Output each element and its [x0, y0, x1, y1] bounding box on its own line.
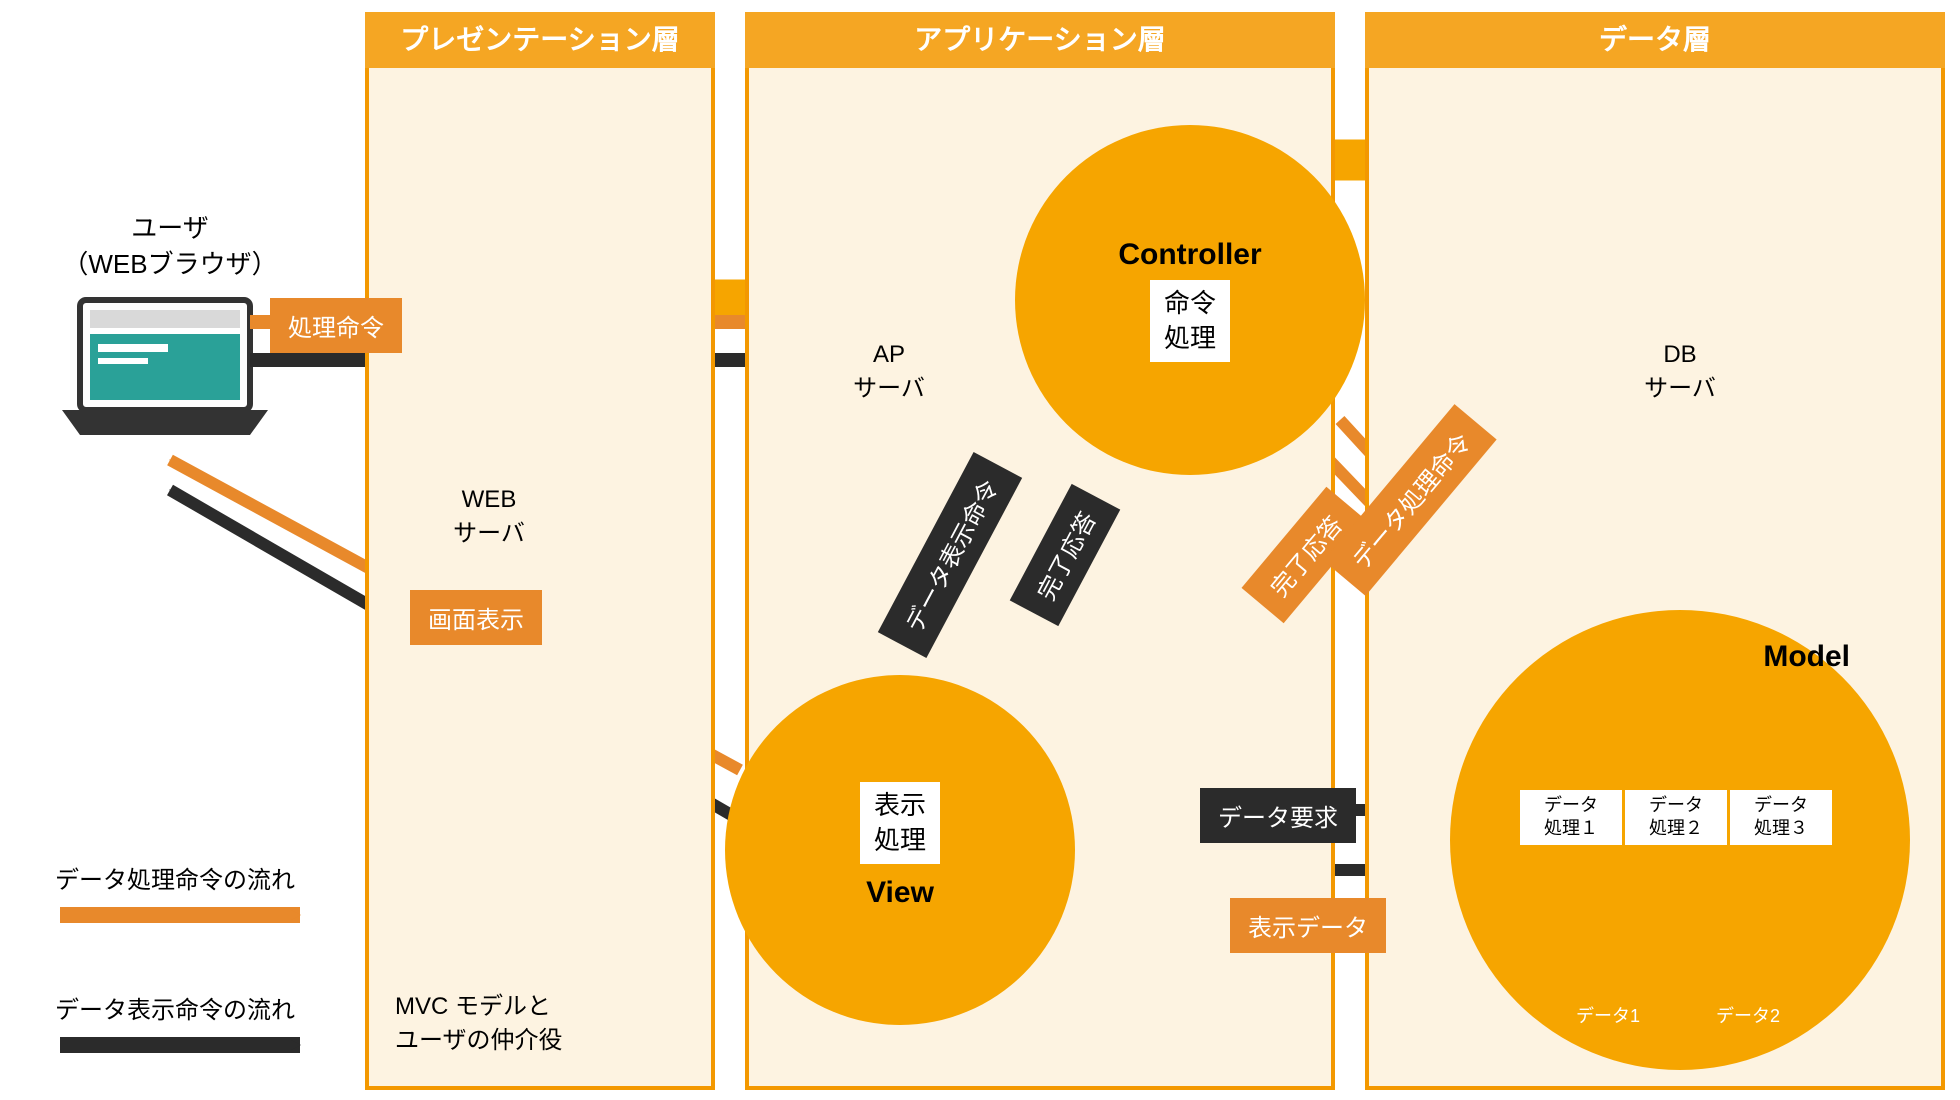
model-proc-2: データ処理２: [1625, 790, 1727, 845]
layer-title: アプリケーション層: [914, 24, 1165, 55]
model-proc-1: データ処理１: [1520, 790, 1622, 845]
layer-presentation: [365, 12, 715, 1090]
user-label: ユーザ（WEBブラウザ）: [40, 210, 300, 283]
model-proc-3: データ処理３: [1730, 790, 1832, 845]
legend-dark-label: データ表示命令の流れ: [55, 990, 295, 1025]
layer-header-application: アプリケーション層: [745, 12, 1335, 68]
model-data-1: データ1: [1570, 1000, 1646, 1030]
view-inner: 表示処理: [860, 782, 940, 864]
tag-data-request: データ要求: [1200, 788, 1356, 843]
tag-processing-command: 処理命令: [270, 298, 402, 353]
footnote-mvc: MVC モデルとユーザの仲介役: [395, 990, 563, 1057]
db-server-label: DBサーバ: [1600, 338, 1760, 405]
model-title: Model: [1763, 640, 1850, 674]
layer-header-data: データ層: [1365, 12, 1945, 68]
tag-screen-display: 画面表示: [410, 590, 542, 645]
legend-orange-label: データ処理命令の流れ: [55, 860, 295, 895]
controller-node: Controller 命令処理: [1015, 125, 1365, 475]
tag-display-data: 表示データ: [1230, 898, 1386, 953]
layer-title: データ層: [1599, 24, 1711, 55]
controller-title: Controller: [1118, 238, 1261, 272]
layer-header-presentation: プレゼンテーション層: [365, 12, 715, 68]
controller-inner: 命令処理: [1150, 280, 1230, 362]
web-server-label: WEBサーバ: [420, 483, 558, 550]
view-title: View: [866, 876, 934, 910]
ap-server-label: APサーバ: [820, 338, 958, 405]
model-data-2: データ2: [1710, 1000, 1786, 1030]
view-node: 表示処理 View: [725, 675, 1075, 1025]
layer-title: プレゼンテーション層: [400, 24, 679, 55]
